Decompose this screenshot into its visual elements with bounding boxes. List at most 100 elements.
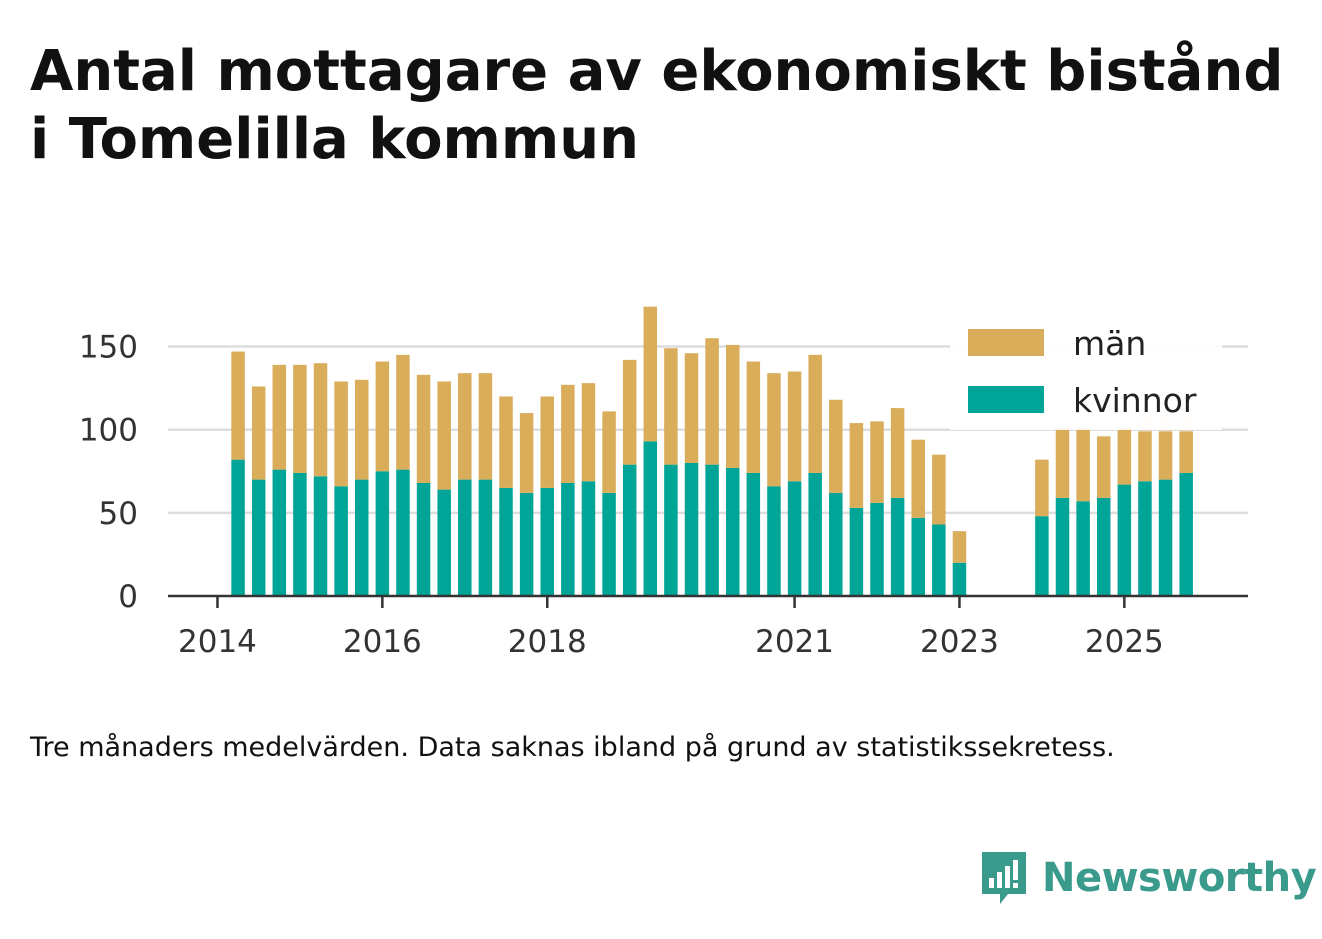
bar-kvinnor-21 [664, 464, 678, 596]
bar-kvinnor-3 [293, 472, 307, 596]
y-tick-label-100: 100 [79, 413, 138, 449]
bar-kvinnor-37 [1055, 497, 1070, 596]
bar-kvinnor-7 [375, 471, 390, 596]
bar-kvinnor-36 [1035, 516, 1049, 596]
bar-kvinnor-40 [1117, 484, 1132, 596]
newsworthy-logo-icon [982, 852, 1026, 904]
bar-man-6 [354, 379, 369, 480]
legend-swatch-män [968, 329, 1044, 356]
legend-label-män: män [1073, 324, 1146, 363]
bar-kvinnor-29 [829, 492, 843, 596]
bar-man-19 [622, 359, 637, 465]
bar-kvinnor-11 [458, 479, 472, 596]
bar-kvinnor-24 [725, 467, 740, 596]
bar-kvinnor-28 [808, 472, 822, 596]
x-tick-label-2021: 2021 [755, 624, 834, 660]
y-tick-label-150: 150 [79, 330, 138, 366]
bar-man-25 [746, 361, 761, 473]
bar-man-31 [870, 421, 884, 503]
x-tick-label-2023: 2023 [920, 624, 999, 660]
bar-kvinnor-13 [499, 487, 513, 596]
bar-kvinnor-1 [251, 479, 266, 596]
bar-kvinnor-2 [272, 469, 287, 596]
bar-man-18 [602, 411, 616, 493]
bar-kvinnor-5 [334, 486, 348, 596]
bar-kvinnor-18 [602, 492, 616, 596]
bar-kvinnor-9 [416, 482, 431, 596]
bar-kvinnor-34 [932, 524, 946, 596]
bar-kvinnor-35 [952, 562, 967, 596]
bar-kvinnor-42 [1158, 479, 1173, 596]
bar-kvinnor-39 [1096, 497, 1111, 596]
bar-man-13 [499, 396, 513, 488]
bar-man-16 [561, 384, 575, 483]
bar-kvinnor-38 [1076, 501, 1090, 596]
bar-man-21 [664, 348, 678, 465]
bar-man-40 [1117, 428, 1132, 485]
bar-man-39 [1096, 436, 1111, 498]
bar-kvinnor-12 [478, 479, 493, 596]
bar-man-29 [829, 399, 843, 493]
bar-man-35 [952, 531, 967, 563]
bar-kvinnor-22 [684, 462, 699, 596]
stacked-bar-chart: 0 50 100 150 2014 2016 2018 2021 2023 2025 män kvi… [79, 306, 1248, 660]
bar-man-22 [684, 353, 699, 463]
bar-man-4 [313, 363, 328, 477]
legend: män kvinnor [950, 318, 1222, 430]
bar-man-0 [231, 351, 245, 460]
x-tick-label-2014: 2014 [178, 624, 257, 660]
bar-man-2 [272, 364, 287, 470]
bar-man-37 [1055, 428, 1070, 498]
bar-man-36 [1035, 459, 1049, 517]
chart-title: Antal mottagare av ekonomiskt bistånd i … [30, 39, 1284, 172]
bar-man-solid-41 [1138, 431, 1152, 482]
bar-man-solid-42 [1158, 431, 1173, 480]
bar-kvinnor-32 [890, 497, 905, 596]
bar-man-23 [705, 338, 719, 465]
bar-kvinnor-16 [561, 482, 575, 596]
bar-kvinnor-43 [1179, 472, 1193, 596]
bar-man-8 [396, 354, 410, 470]
bar-kvinnor-10 [437, 489, 451, 596]
bar-man-15 [540, 396, 554, 488]
bar-kvinnor-23 [705, 464, 719, 596]
y-tick-label-50: 50 [99, 496, 138, 532]
bar-man-28 [808, 354, 822, 473]
bar-man-26 [767, 373, 781, 487]
bar-kvinnor-4 [313, 476, 328, 596]
bar-kvinnor-26 [767, 486, 781, 596]
bar-kvinnor-31 [870, 502, 884, 596]
bar-man-30 [849, 423, 864, 508]
bar-kvinnor-30 [849, 507, 864, 596]
bar-man-5 [334, 381, 348, 487]
bar-man-14 [519, 413, 534, 493]
bar-man-27 [787, 371, 802, 482]
legend-swatch-kvinnor [968, 386, 1044, 413]
newsworthy-logo[interactable]: Newsworthy [978, 848, 1317, 908]
bar-kvinnor-33 [911, 517, 925, 596]
bars [231, 306, 1193, 596]
bar-man-11 [458, 373, 472, 480]
x-tick-label-2016: 2016 [343, 624, 422, 660]
bar-man-33 [911, 439, 925, 518]
axes: 0 50 100 150 2014 2016 2018 2021 2023 2025 [79, 330, 1248, 660]
bar-kvinnor-6 [354, 479, 369, 596]
bar-kvinnor-17 [581, 481, 596, 596]
bar-man-solid-43 [1179, 431, 1193, 473]
footnote: Tre månaders medelvärden. Data saknas ib… [30, 732, 1115, 763]
bar-kvinnor-19 [622, 464, 637, 596]
bar-kvinnor-20 [643, 441, 658, 596]
bar-man-34 [932, 454, 946, 525]
bar-man-3 [293, 364, 307, 473]
bar-kvinnor-0 [231, 459, 245, 596]
bar-kvinnor-15 [540, 487, 554, 596]
x-tick-label-2025: 2025 [1085, 624, 1164, 660]
bar-man-7 [375, 361, 390, 472]
bar-man-38 [1076, 428, 1090, 502]
y-tick-label-0: 0 [118, 579, 138, 615]
bar-kvinnor-14 [519, 492, 534, 596]
bar-man-17 [581, 383, 596, 482]
bar-man-24 [725, 344, 740, 468]
brand-name: Newsworthy [1042, 855, 1317, 901]
bar-kvinnor-27 [787, 481, 802, 596]
